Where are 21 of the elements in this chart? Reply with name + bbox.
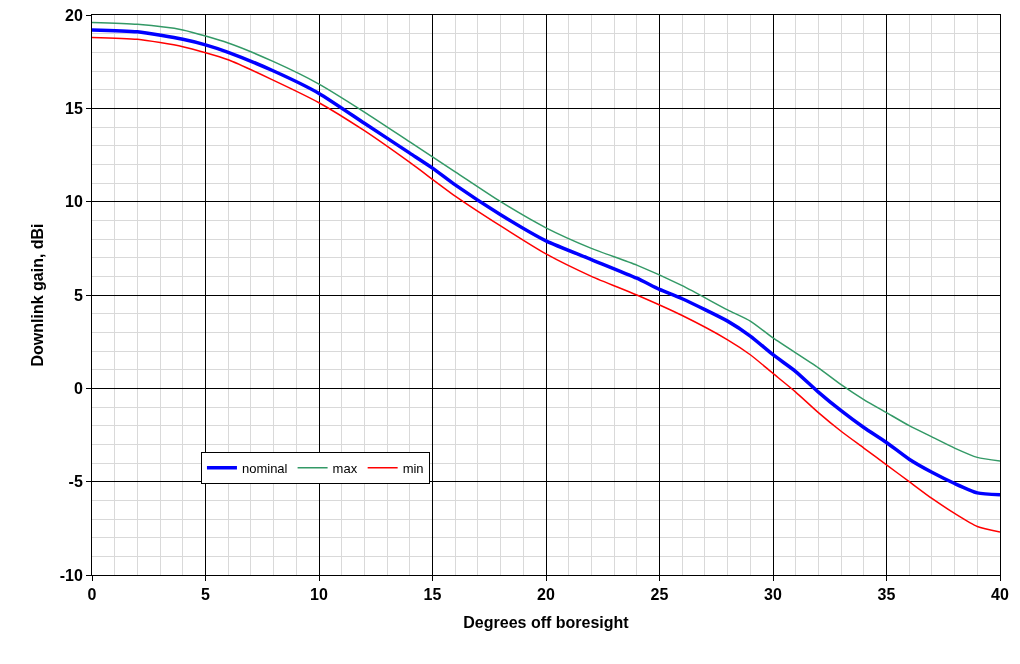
y-tick-label: -10 bbox=[59, 566, 83, 584]
x-tick-label: 25 bbox=[650, 586, 669, 604]
x-tick-label: 5 bbox=[201, 586, 211, 604]
y-tick-label: -5 bbox=[68, 473, 83, 491]
legend-label: min bbox=[402, 460, 424, 476]
x-tick-label: 30 bbox=[764, 586, 782, 604]
x-tick-label: 20 bbox=[537, 586, 555, 604]
y-tick-label: 15 bbox=[65, 99, 83, 117]
x-axis-title: Degrees off boresight bbox=[463, 613, 630, 631]
legend-label: max bbox=[332, 460, 358, 476]
y-tick-label: 5 bbox=[73, 286, 83, 304]
y-axis-title: Downlink gain, dBi bbox=[28, 223, 46, 367]
y-tick-label: 0 bbox=[73, 379, 83, 397]
x-tick-label: 0 bbox=[87, 586, 97, 604]
x-tick-label: 15 bbox=[423, 586, 442, 604]
x-tick-label: 35 bbox=[877, 586, 896, 604]
x-tick-label: 10 bbox=[310, 586, 328, 604]
y-tick-label: 20 bbox=[65, 6, 83, 24]
y-tick-label: 10 bbox=[65, 193, 83, 211]
legend-label: nominal bbox=[241, 460, 288, 476]
x-tick-label: 40 bbox=[991, 586, 1009, 604]
